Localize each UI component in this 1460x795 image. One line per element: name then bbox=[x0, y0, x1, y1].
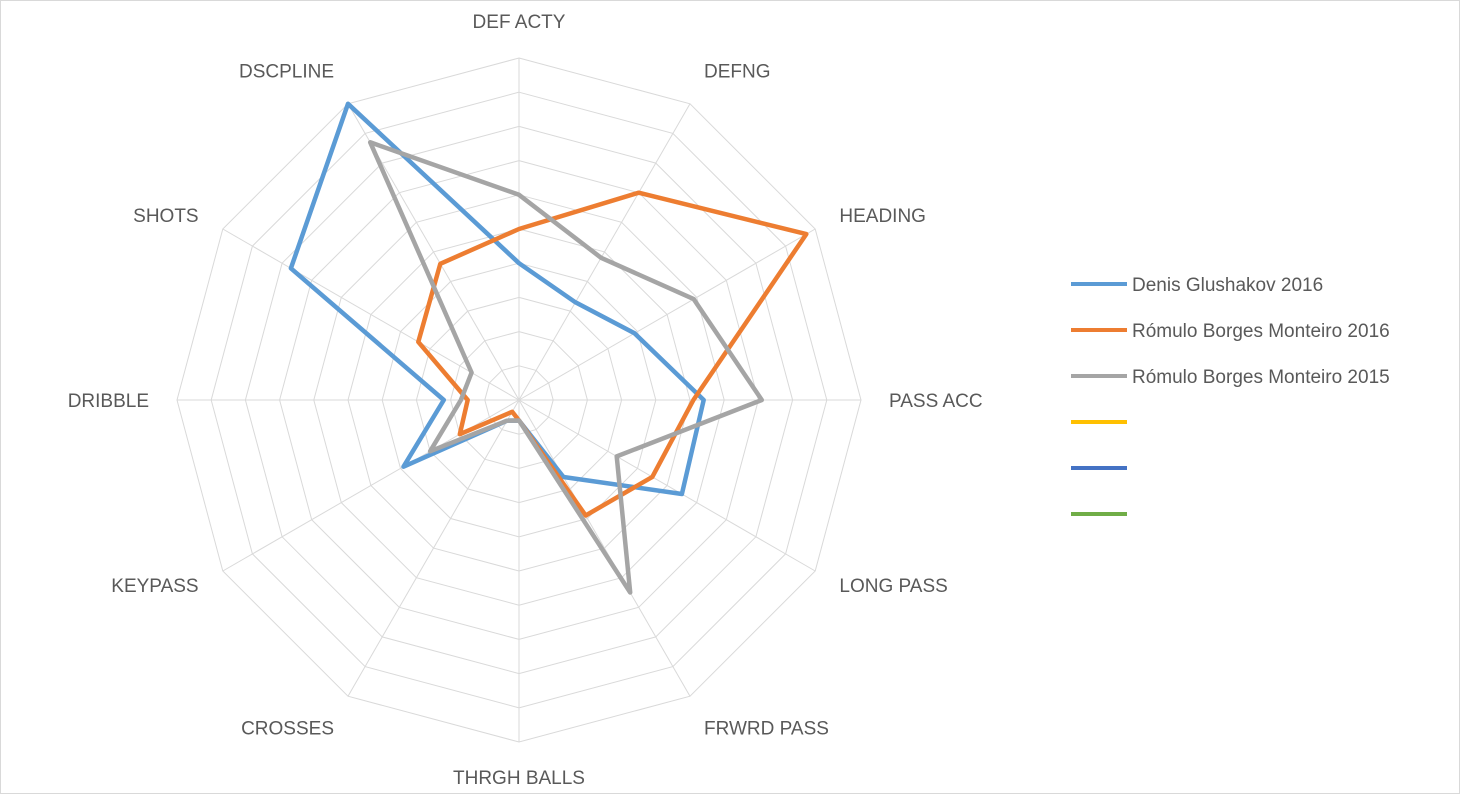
axis-label-crosses: CROSSES bbox=[241, 718, 334, 739]
axis-label-long-pass: LONG PASS bbox=[839, 576, 947, 597]
series-line-1 bbox=[291, 104, 704, 494]
axis-label-heading: HEADING bbox=[839, 206, 926, 227]
grid-spoke bbox=[519, 400, 690, 696]
axis-label-defng: DEFNG bbox=[704, 62, 771, 83]
axis-label-dscpline: DSCPLINE bbox=[239, 62, 334, 83]
grid-spoke bbox=[223, 229, 519, 400]
axis-label-dribble: DRIBBLE bbox=[68, 391, 149, 412]
legend-label-1: Denis Glushakov 2016 bbox=[1132, 275, 1323, 296]
legend-label-3: Rómulo Borges Monteiro 2015 bbox=[1132, 367, 1390, 388]
axis-label-pass-acc: PASS ACC bbox=[889, 391, 983, 412]
axis-label-def-acty: DEF ACTY bbox=[473, 12, 566, 33]
grid-spoke bbox=[519, 104, 690, 400]
legend-label-2: Rómulo Borges Monteiro 2016 bbox=[1132, 321, 1390, 342]
axis-label-frwrd-pass: FRWRD PASS bbox=[704, 718, 829, 739]
grid-spoke bbox=[519, 229, 815, 400]
series-line-2 bbox=[418, 193, 806, 516]
axis-label-thrgh-balls: THRGH BALLS bbox=[453, 768, 585, 789]
axis-label-shots: SHOTS bbox=[133, 206, 198, 227]
axis-label-keypass: KEYPASS bbox=[111, 576, 198, 597]
legend: Denis Glushakov 2016 Rómulo Borges Montei… bbox=[1071, 275, 1390, 514]
